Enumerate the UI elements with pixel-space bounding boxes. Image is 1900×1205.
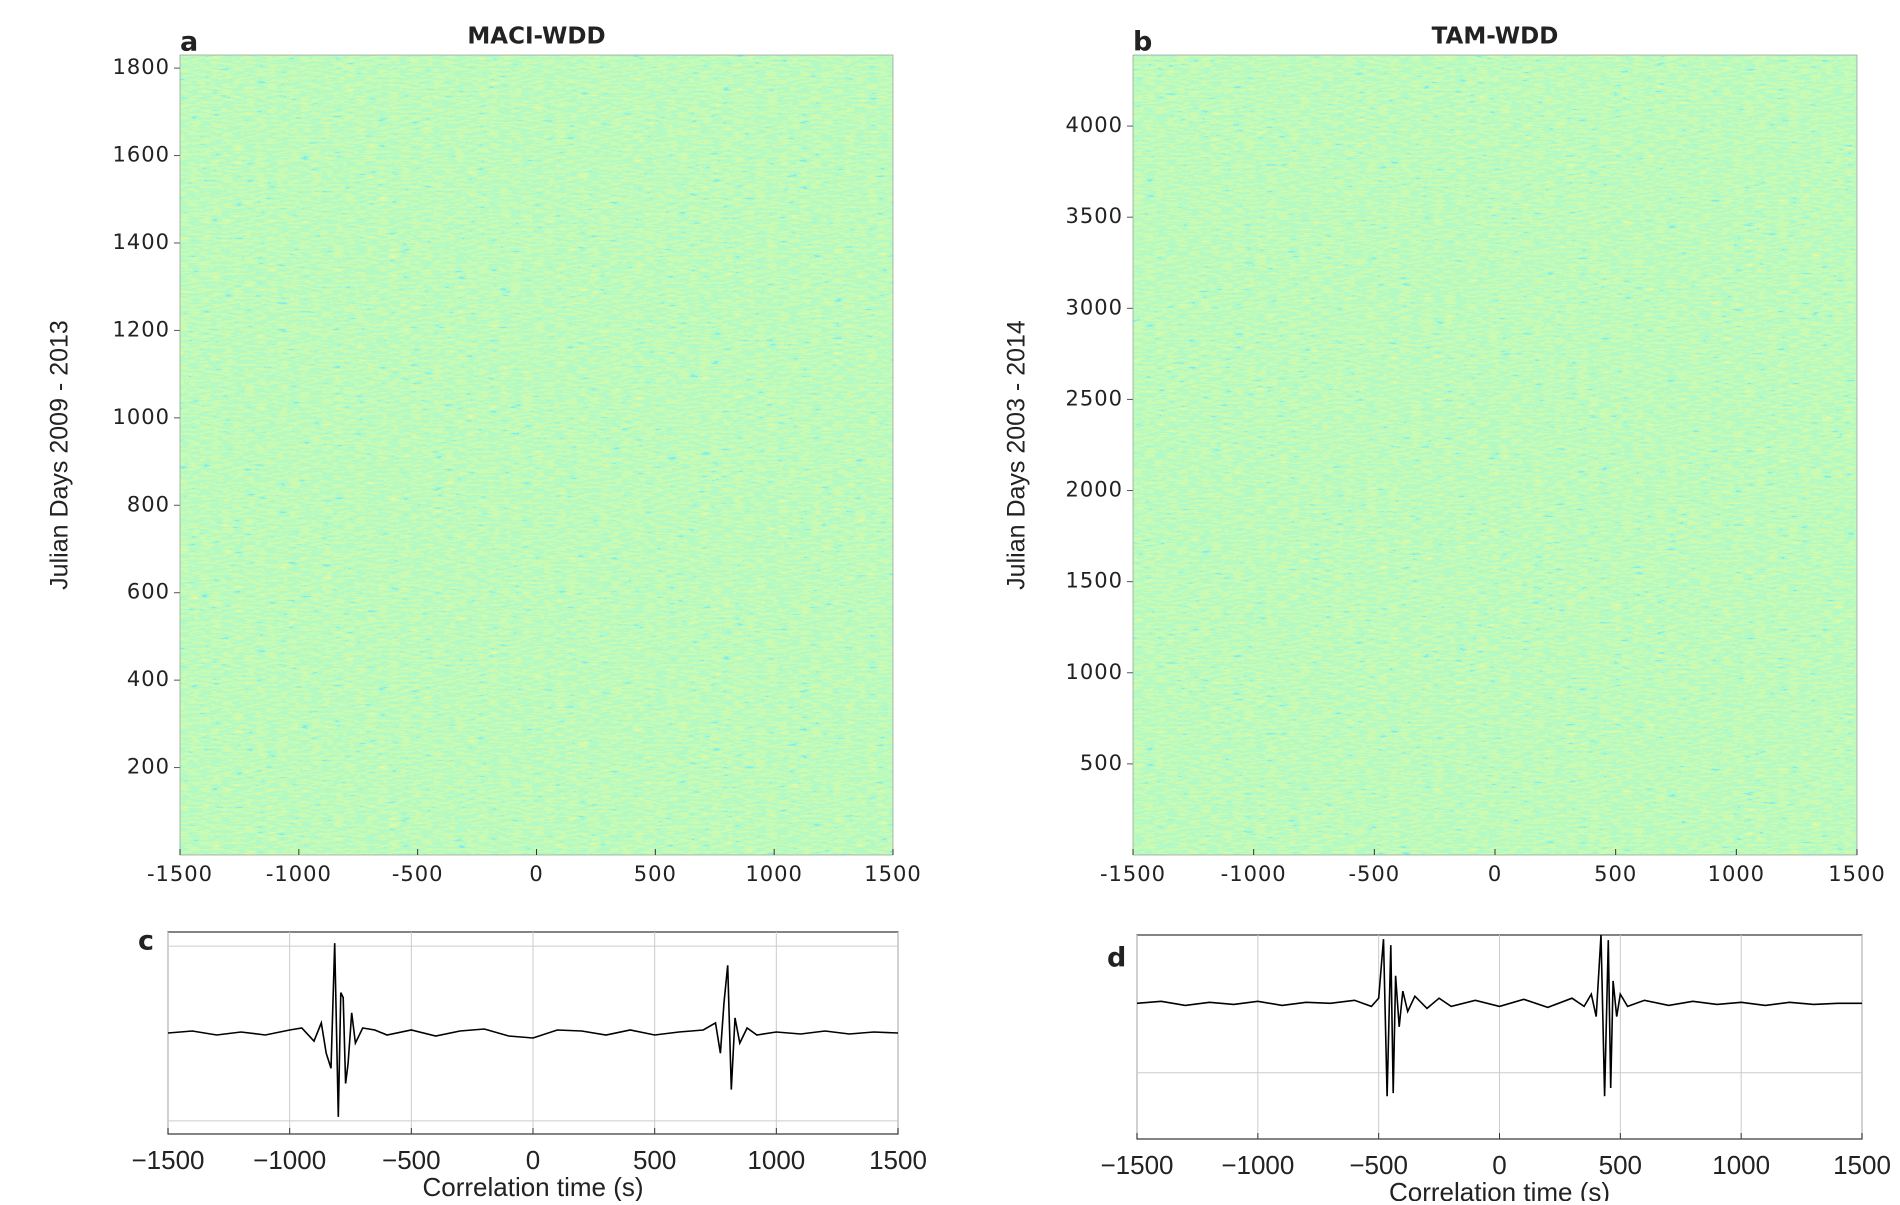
y-tick-label: 400 — [127, 667, 170, 691]
x-tick-label: -1000 — [266, 862, 332, 886]
x-tick-label: −500 — [1349, 1150, 1408, 1180]
y-tick-label: 1500 — [1066, 569, 1123, 593]
x-tick-label: 1500 — [864, 862, 921, 886]
y-tick-label: 1600 — [113, 143, 170, 167]
heatmap-image — [180, 55, 893, 855]
y-axis-label: Julian Days 2009 - 2013 — [46, 320, 74, 590]
y-tick-label: 4000 — [1066, 113, 1123, 137]
y-tick-label: 500 — [1080, 751, 1123, 775]
heatmap-image — [1133, 55, 1857, 855]
y-tick-label: 2000 — [1066, 478, 1123, 502]
y-tick-label: 200 — [127, 755, 170, 779]
x-tick-label: -500 — [392, 862, 444, 886]
panel-label: a — [180, 27, 198, 58]
panel-label: d — [1107, 943, 1126, 974]
x-tick-label: 1500 — [1833, 1150, 1891, 1180]
x-tick-label: 500 — [1594, 862, 1637, 886]
x-tick-label: 1500 — [1828, 862, 1885, 886]
panel-title: TAM-WDD — [1432, 24, 1559, 50]
x-tick-label: 1000 — [747, 1145, 805, 1175]
panel-title: MACI-WDD — [467, 24, 605, 50]
waveform — [1136, 934, 1862, 1097]
x-tick-label: 1500 — [869, 1145, 927, 1175]
x-tick-label: -1500 — [1100, 862, 1166, 886]
x-tick-label: 1000 — [745, 862, 802, 886]
x-tick-label: 500 — [634, 862, 677, 886]
x-tick-label: 0 — [1492, 1150, 1506, 1180]
x-axis-label: Correlation time (s) — [1389, 1177, 1610, 1201]
x-tick-label: 500 — [633, 1145, 676, 1175]
y-axis-label: Julian Days 2003 - 2014 — [1003, 320, 1031, 590]
x-tick-label: -500 — [1348, 862, 1400, 886]
panel-label: c — [138, 926, 154, 957]
y-tick-label: 3500 — [1066, 204, 1123, 228]
y-tick-label: 1000 — [1066, 660, 1123, 684]
y-tick-label: 2500 — [1066, 386, 1123, 410]
panel-label: b — [1133, 27, 1152, 58]
x-tick-label: 1000 — [1712, 1150, 1770, 1180]
x-tick-label: 0 — [526, 1145, 540, 1175]
x-axis-label: Correlation time (s) — [422, 1172, 643, 1201]
x-tick-label: −1000 — [253, 1145, 326, 1175]
y-tick-label: 600 — [127, 580, 170, 604]
y-tick-label: 800 — [127, 492, 170, 516]
x-tick-label: −1500 — [1100, 1150, 1173, 1180]
y-tick-label: 1400 — [113, 230, 170, 254]
x-tick-label: 500 — [1599, 1150, 1642, 1180]
x-tick-label: 0 — [529, 862, 543, 886]
x-tick-label: -1500 — [147, 862, 213, 886]
x-tick-label: −500 — [382, 1145, 441, 1175]
x-tick-label: 0 — [1488, 862, 1502, 886]
x-tick-label: −1000 — [1221, 1150, 1294, 1180]
x-tick-label: 1000 — [1708, 862, 1765, 886]
x-tick-label: -1000 — [1221, 862, 1287, 886]
y-tick-label: 1200 — [113, 317, 170, 341]
y-tick-label: 1000 — [113, 405, 170, 429]
waveform — [167, 943, 899, 1117]
x-tick-label: −1500 — [131, 1145, 204, 1175]
y-tick-label: 3000 — [1066, 295, 1123, 319]
y-tick-label: 1800 — [113, 55, 170, 79]
